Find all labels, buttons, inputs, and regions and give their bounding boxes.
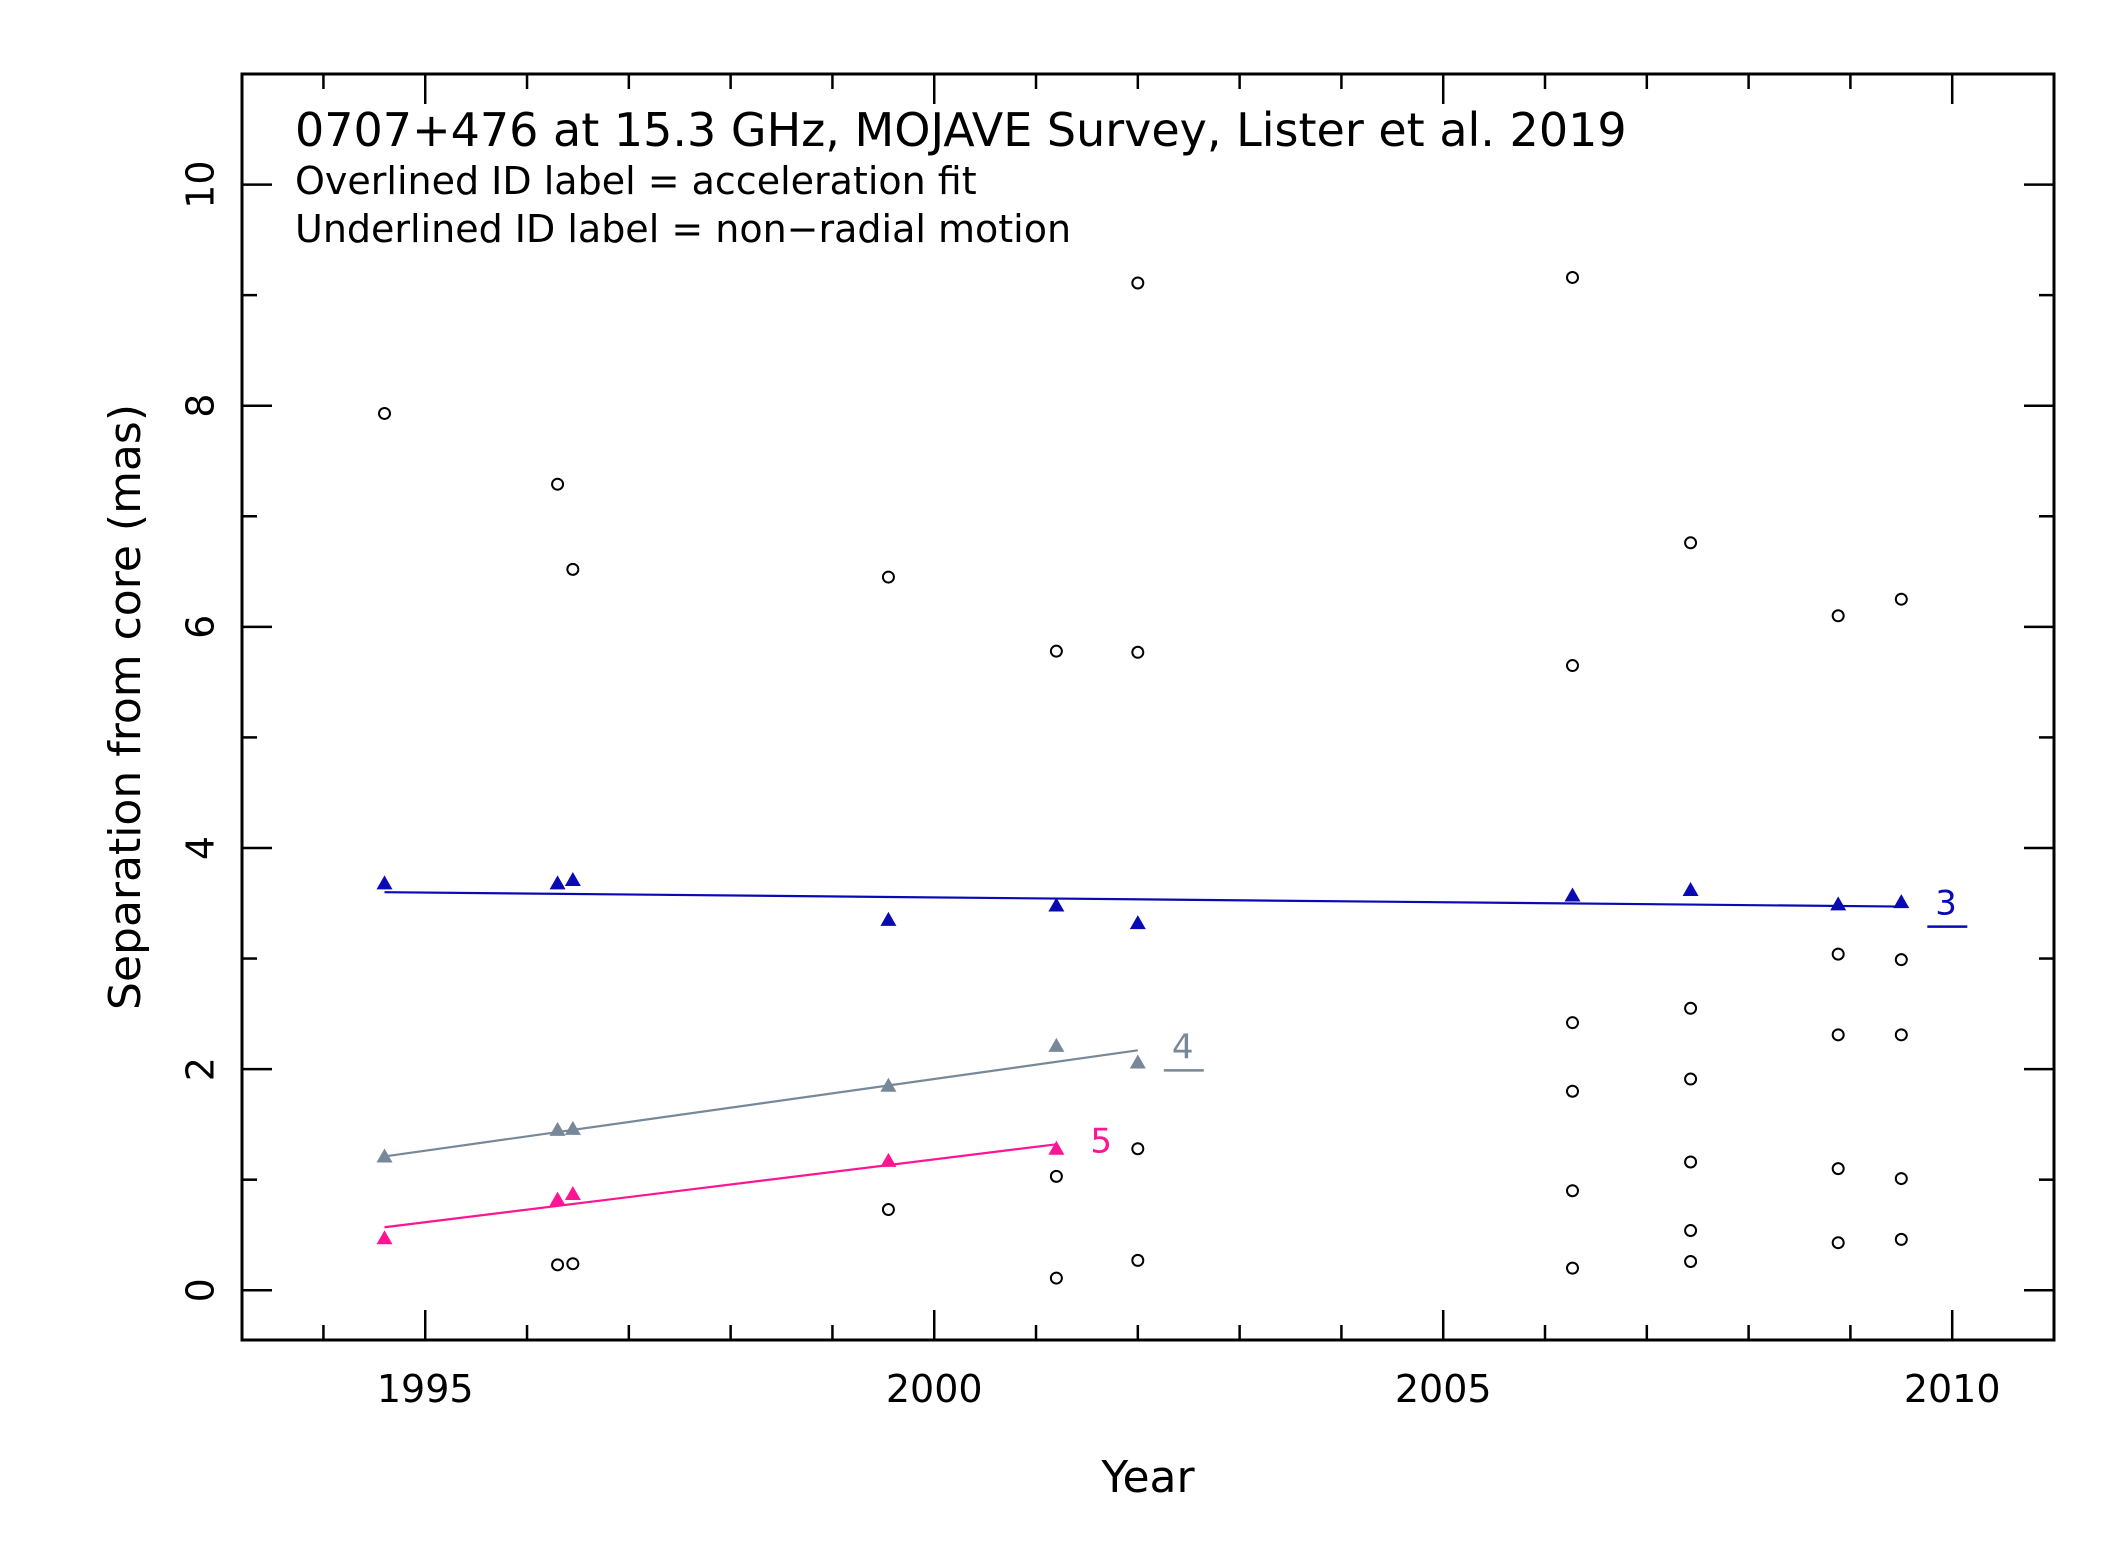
triangle-point-component-3 xyxy=(1564,887,1581,902)
open-circle-point xyxy=(881,570,895,584)
triangle-point-component-3 xyxy=(1048,897,1065,912)
open-circle-point xyxy=(1565,1016,1579,1030)
triangle-point-component-3 xyxy=(1682,881,1699,896)
triangle-point-component-5 xyxy=(564,1186,581,1201)
y-tick-label: 10 xyxy=(178,160,222,208)
open-circle-point xyxy=(1894,953,1908,967)
open-circle-point xyxy=(1049,644,1063,658)
component-labels: 3 4 5 xyxy=(1090,884,1968,1161)
open-circle-point xyxy=(1831,1028,1845,1042)
open-circle-point xyxy=(1684,1254,1698,1268)
y-tick-label: 4 xyxy=(178,836,222,860)
open-circle-point xyxy=(1894,1172,1908,1186)
open-circle-point xyxy=(1831,1162,1845,1176)
fit-line-component-4 xyxy=(384,1049,1138,1158)
triangle-point-component-5 xyxy=(376,1230,393,1245)
open-circle-point xyxy=(881,1203,895,1217)
triangle-point-component-3 xyxy=(1893,894,1910,909)
open-circle-point xyxy=(1684,536,1698,550)
triangle-point-component-3 xyxy=(1129,915,1146,930)
open-circle-point xyxy=(1565,659,1579,673)
open-circle-point xyxy=(1684,1072,1698,1086)
triangle-point-component-5 xyxy=(549,1191,566,1206)
triangle-point-component-5 xyxy=(1048,1140,1065,1155)
x-axis-title: Year xyxy=(1100,1452,1195,1503)
x-tick-label: 2000 xyxy=(886,1367,983,1411)
open-circle-point xyxy=(1049,1169,1063,1183)
open-circle-point xyxy=(1131,1253,1145,1267)
axis-ticks: 1995 2000 2005 2010 0 2 4 6 8 10 xyxy=(178,72,2056,1411)
open-circle-point xyxy=(566,562,580,576)
open-circle-point xyxy=(378,406,392,420)
open-circle-point xyxy=(551,477,565,491)
open-circle-point xyxy=(1894,1028,1908,1042)
open-circle-point xyxy=(1565,1084,1579,1098)
open-circle-point xyxy=(566,1257,580,1271)
open-circle-point xyxy=(1684,1001,1698,1015)
open-circle-point xyxy=(1565,270,1579,284)
component-label-4: 4 xyxy=(1172,1027,1194,1067)
open-circle-point xyxy=(1894,1232,1908,1246)
fit-line-component-3 xyxy=(384,891,1902,908)
legend-note-overlined: Overlined ID label = acceleration fit xyxy=(295,159,977,203)
open-circle-point xyxy=(1049,1271,1063,1285)
triangle-point-component-4 xyxy=(376,1148,393,1163)
plot-frame xyxy=(240,72,2056,1342)
y-tick-label: 2 xyxy=(178,1057,222,1081)
open-circle-point xyxy=(1131,645,1145,659)
triangle-point-component-4 xyxy=(1129,1054,1146,1069)
data-points xyxy=(376,270,1910,1285)
x-tick-label: 2010 xyxy=(1904,1367,2001,1411)
x-tick-label: 2005 xyxy=(1395,1367,1492,1411)
triangle-point-component-4 xyxy=(564,1120,581,1135)
component-label-3: 3 xyxy=(1935,884,1957,924)
triangle-point-component-5 xyxy=(880,1152,897,1167)
triangle-point-component-4 xyxy=(880,1077,897,1092)
legend-note-underlined: Underlined ID label = non−radial motion xyxy=(295,207,1071,251)
open-circle-point xyxy=(551,1258,565,1272)
open-circle-point xyxy=(1831,609,1845,623)
open-circle-point xyxy=(1831,947,1845,961)
fit-line-component-5 xyxy=(384,1143,1057,1229)
triangle-point-component-3 xyxy=(880,911,897,926)
fit-lines xyxy=(384,891,1902,1229)
triangle-point-component-4 xyxy=(1048,1037,1065,1052)
component-label-5: 5 xyxy=(1090,1121,1112,1161)
x-tick-label: 1995 xyxy=(377,1367,474,1411)
triangle-point-component-4 xyxy=(549,1121,566,1136)
open-circle-point xyxy=(1684,1224,1698,1238)
open-circle-point xyxy=(1565,1184,1579,1198)
triangle-point-component-3 xyxy=(1830,896,1847,911)
chart-title: 0707+476 at 15.3 GHz, MOJAVE Survey, Lis… xyxy=(295,103,1627,157)
open-circle-point xyxy=(1831,1236,1845,1250)
y-axis-title: Separation from core (mas) xyxy=(100,404,151,1010)
open-circle-point xyxy=(1894,592,1908,606)
open-circle-point xyxy=(1131,1142,1145,1156)
y-tick-label: 0 xyxy=(178,1278,222,1302)
triangle-point-component-3 xyxy=(549,875,566,890)
triangle-point-component-3 xyxy=(564,872,581,887)
open-circle-point xyxy=(1684,1155,1698,1169)
y-tick-label: 8 xyxy=(178,394,222,418)
triangle-point-component-3 xyxy=(376,875,393,890)
open-circle-point xyxy=(1565,1261,1579,1275)
y-tick-label: 6 xyxy=(178,615,222,639)
open-circle-point xyxy=(1131,276,1145,290)
